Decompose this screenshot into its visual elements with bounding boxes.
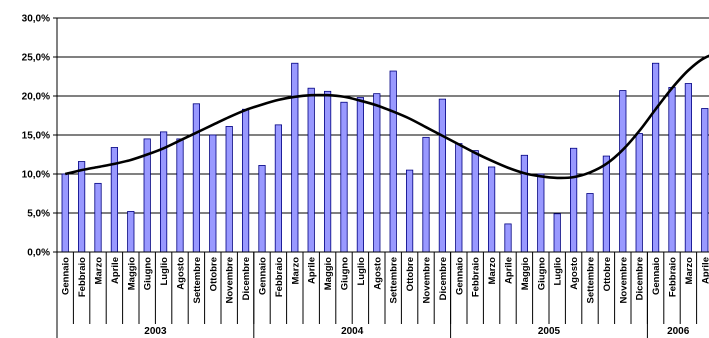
bar [570, 147, 578, 253]
x-tick-label: Marzo [94, 257, 105, 285]
bar [373, 93, 381, 253]
x-tick-label: Novembre [618, 257, 629, 303]
x-tick-label: Marzo [487, 257, 498, 285]
x-tick-label: Dicembre [241, 257, 252, 300]
x-tick-label: Aprile [700, 257, 709, 284]
gridlines [53, 17, 709, 253]
bar [471, 150, 479, 253]
bar [652, 62, 660, 253]
bar [78, 161, 86, 253]
bar [553, 213, 561, 253]
bar [504, 223, 512, 253]
axes [56, 18, 709, 338]
bar [438, 98, 447, 253]
x-tick-label: Giugno [143, 257, 154, 290]
x-tick-label: Marzo [684, 257, 695, 285]
y-tick-label: 20,0% [22, 92, 50, 103]
bar [192, 103, 200, 253]
x-tick-label: Aprile [504, 257, 515, 284]
x-tick-label: Febbraio [274, 257, 285, 297]
bar [389, 70, 397, 253]
y-tick-label: 15,0% [22, 131, 50, 142]
x-tick-label: Luglio [553, 257, 564, 286]
bar [635, 133, 643, 253]
bar [684, 83, 693, 253]
bar [307, 87, 315, 253]
x-tick-label: Ottobre [208, 257, 219, 291]
x-tick-label: Agosto [569, 257, 580, 290]
x-tick-label: Marzo [290, 257, 301, 285]
bar [127, 211, 135, 253]
year-label: 2006 [667, 326, 690, 337]
x-tick-label: Giugno [340, 257, 351, 290]
x-tick-label: Aprile [307, 257, 318, 284]
bar [422, 136, 430, 253]
year-label: 2003 [144, 326, 167, 337]
bar [586, 193, 594, 253]
x-tick-label: Febbraio [471, 257, 482, 297]
bar [487, 166, 496, 253]
x-tick-label: Novembre [422, 257, 433, 303]
trend-line-layer [64, 54, 709, 180]
x-tick-label: Ottobre [602, 257, 613, 291]
x-tick-label: Gennaio [651, 257, 662, 295]
x-axis-year-labels: 2003 2004 2005 2006 [144, 326, 689, 337]
y-tick-label: 5,0% [27, 209, 50, 220]
bar [455, 143, 463, 253]
bar [225, 126, 233, 253]
x-tick-label: Gennaio [454, 257, 465, 295]
x-axis-month-labels: Gennaio Febbraio Marzo Aprile Maggio Giugno Lu… [61, 257, 709, 304]
year-label: 2004 [341, 326, 364, 337]
x-tick-label: Luglio [356, 257, 367, 286]
x-tick-label: Gennaio [61, 257, 72, 295]
x-tick-label: Aprile [110, 257, 121, 284]
bar [668, 87, 676, 253]
bar [291, 62, 299, 253]
bar [94, 182, 102, 253]
bar [701, 108, 709, 253]
bar [274, 124, 283, 253]
bar [537, 173, 545, 253]
x-tick-label: Dicembre [438, 257, 449, 300]
x-tick-label: Luglio [159, 257, 170, 286]
bar [356, 97, 365, 253]
bar [602, 155, 611, 253]
bar [241, 108, 250, 253]
x-tick-label: Novembre [225, 257, 236, 303]
y-tick-label: 25,0% [22, 53, 50, 64]
x-tick-label: Settembre [192, 257, 203, 303]
x-tick-label: Settembre [389, 257, 400, 303]
y-tick-label: 0,0% [27, 248, 50, 259]
x-tick-label: Settembre [586, 257, 597, 303]
x-tick-label: Maggio [323, 257, 334, 290]
bar [405, 169, 414, 253]
trend-line [64, 54, 709, 180]
bar [176, 138, 184, 253]
x-tick-label: Gennaio [258, 257, 269, 295]
x-tick-label: Agosto [176, 257, 187, 290]
bar [619, 90, 627, 253]
y-axis-ticks: 30,0% 25,0% 20,0% 15,0% 10,0% 5,0% 0,0% [22, 14, 50, 259]
bars [61, 62, 709, 253]
bar [61, 173, 69, 253]
bar [323, 90, 332, 253]
x-tick-label: Agosto [372, 257, 383, 290]
x-tick-label: Febbraio [77, 257, 88, 297]
y-tick-label: 10,0% [22, 170, 50, 181]
x-tick-label: Maggio [520, 257, 531, 290]
x-tick-label: Febbraio [668, 257, 679, 297]
bar [258, 165, 266, 253]
bar [340, 101, 348, 253]
x-tick-label: Maggio [126, 257, 137, 290]
bar [209, 134, 217, 253]
x-tick-label: Giugno [536, 257, 547, 290]
year-label: 2005 [538, 326, 561, 337]
bar [520, 154, 529, 253]
y-tick-label: 30,0% [22, 14, 50, 25]
x-tick-label: Dicembre [635, 257, 646, 300]
x-tick-label: Ottobre [405, 257, 416, 291]
